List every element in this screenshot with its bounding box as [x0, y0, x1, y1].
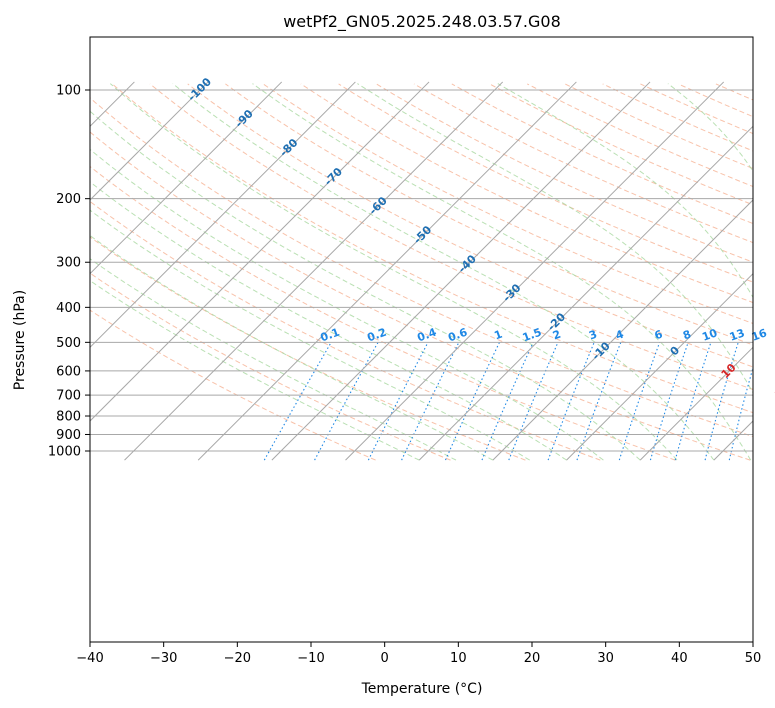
moist-adiabat	[90, 110, 641, 461]
mixing-ratio-label: 13	[728, 326, 747, 343]
mixing-ratio-line	[401, 342, 460, 461]
x-tick-label: 50	[745, 651, 762, 666]
dry-adiabat	[187, 83, 753, 368]
dry-adiabat	[526, 83, 753, 188]
dry-adiabat	[564, 83, 753, 170]
dry-adiabat	[338, 83, 753, 283]
mixing-ratio-label: 0.6	[446, 325, 469, 344]
mixing-ratio-label: 0.4	[415, 325, 438, 344]
x-tick-label: −40	[76, 651, 103, 666]
moist-adiabat	[252, 83, 752, 461]
y-tick-label: 700	[56, 389, 81, 404]
mixing-ratio-line	[576, 342, 622, 461]
mixing-ratio-label: 8	[681, 328, 693, 343]
y-axis-label: Pressure (hPa)	[12, 290, 28, 390]
isotherm-line	[271, 81, 651, 461]
mixing-ratio-label: 10	[700, 326, 719, 344]
y-tick-label: 200	[56, 192, 81, 207]
mixing-ratio-label: 16	[750, 326, 769, 344]
mixing-ratio-label: 1	[492, 328, 504, 343]
mixing-ratio-line	[367, 342, 429, 461]
y-tick-label: 400	[56, 301, 81, 316]
isotherm-line	[566, 272, 753, 461]
x-tick-label: 20	[524, 651, 541, 666]
x-tick-label: −30	[150, 651, 177, 666]
y-tick-label: 1000	[48, 445, 81, 460]
dry-adiabat	[451, 83, 753, 225]
isotherm-line	[90, 81, 430, 422]
dry-adiabat	[90, 131, 751, 461]
dry-adiabat	[262, 83, 753, 324]
x-axis-ticks: −40 −30 −20 −10 0 10 20 30 40 50	[76, 642, 761, 666]
x-tick-label: 40	[671, 651, 688, 666]
moist-adiabat	[90, 234, 494, 461]
mixing-ratio-line	[314, 342, 379, 461]
isotherm-line	[197, 81, 577, 461]
y-tick-label: 900	[56, 428, 81, 443]
x-tick-label: 30	[597, 651, 614, 666]
dry-adiabat	[376, 83, 753, 263]
moist-adiabat	[357, 83, 753, 394]
y-tick-label: 500	[56, 336, 81, 351]
dry-adiabat	[90, 309, 376, 461]
y-tick-label: 100	[56, 84, 81, 99]
isotherm-line	[90, 81, 356, 349]
isotherm-line	[90, 81, 283, 275]
x-tick-label: 0	[381, 651, 389, 666]
dry-adiabat	[489, 83, 753, 206]
mixing-ratio-label: 2	[551, 328, 563, 343]
x-axis-label: Temperature (°C)	[361, 681, 483, 697]
dry-adiabat	[90, 200, 601, 461]
y-tick-label: 800	[56, 410, 81, 425]
mixing-ratio-label: 0.2	[365, 326, 388, 345]
y-tick-label: 300	[56, 256, 81, 271]
isotherm-line	[492, 199, 753, 461]
x-tick-label: −20	[224, 651, 251, 666]
mixing-ratio-line	[481, 342, 534, 461]
plot-background-lines	[90, 81, 753, 461]
isotherm-line	[124, 81, 504, 461]
dry-adiabat	[225, 83, 753, 346]
mixing-ratio-label: 1.5	[521, 326, 544, 345]
x-tick-label: −10	[297, 651, 324, 666]
dry-adiabat	[90, 236, 526, 461]
mixing-ratio-label: 0.1	[319, 326, 342, 345]
dry-adiabat	[90, 97, 753, 438]
plot-frame	[89, 36, 754, 643]
y-axis-ticks: 100 200 300 400 500 600 700 800 900 1000	[48, 84, 90, 460]
mixing-ratio-label: 6	[653, 328, 665, 343]
isotherm-line	[639, 346, 753, 461]
mixing-ratio-line	[263, 342, 332, 461]
isotherm-line	[345, 81, 725, 461]
mixing-ratio-label: 4	[614, 327, 626, 342]
isotherm-line	[418, 125, 753, 461]
x-tick-label: 10	[450, 651, 467, 666]
moist-adiabat	[497, 83, 753, 299]
dry-adiabat	[90, 272, 451, 461]
dry-adiabat	[413, 83, 753, 244]
chart-title: wetPf2_GN05.2025.248.03.57.G08	[283, 12, 561, 32]
isotherm-line	[90, 81, 209, 201]
y-tick-label: 600	[56, 364, 81, 379]
moist-adiabat	[90, 181, 567, 461]
isotherm-label: 20	[772, 381, 775, 401]
mixing-ratio-label: 3	[587, 328, 599, 343]
